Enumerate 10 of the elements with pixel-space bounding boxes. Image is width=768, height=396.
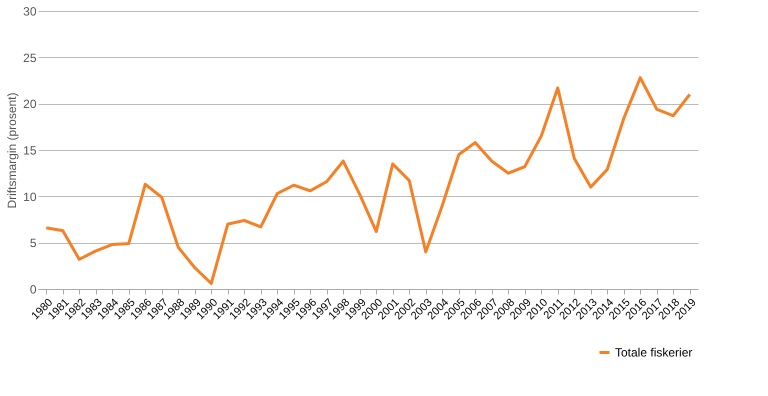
y-tick-label: 5 xyxy=(30,236,37,250)
y-tick-label: 0 xyxy=(30,282,37,296)
y-tick-label: 10 xyxy=(23,190,37,204)
y-tick-label: 30 xyxy=(23,4,37,18)
legend-label: Totale fiskerier xyxy=(615,346,692,360)
y-axis-title: Driftsmargin (prosent) xyxy=(5,92,20,209)
y-tick-label: 25 xyxy=(23,50,37,65)
y-tick-label: 15 xyxy=(23,144,37,158)
y-tick-label: 20 xyxy=(23,97,37,112)
line-series xyxy=(44,76,692,285)
